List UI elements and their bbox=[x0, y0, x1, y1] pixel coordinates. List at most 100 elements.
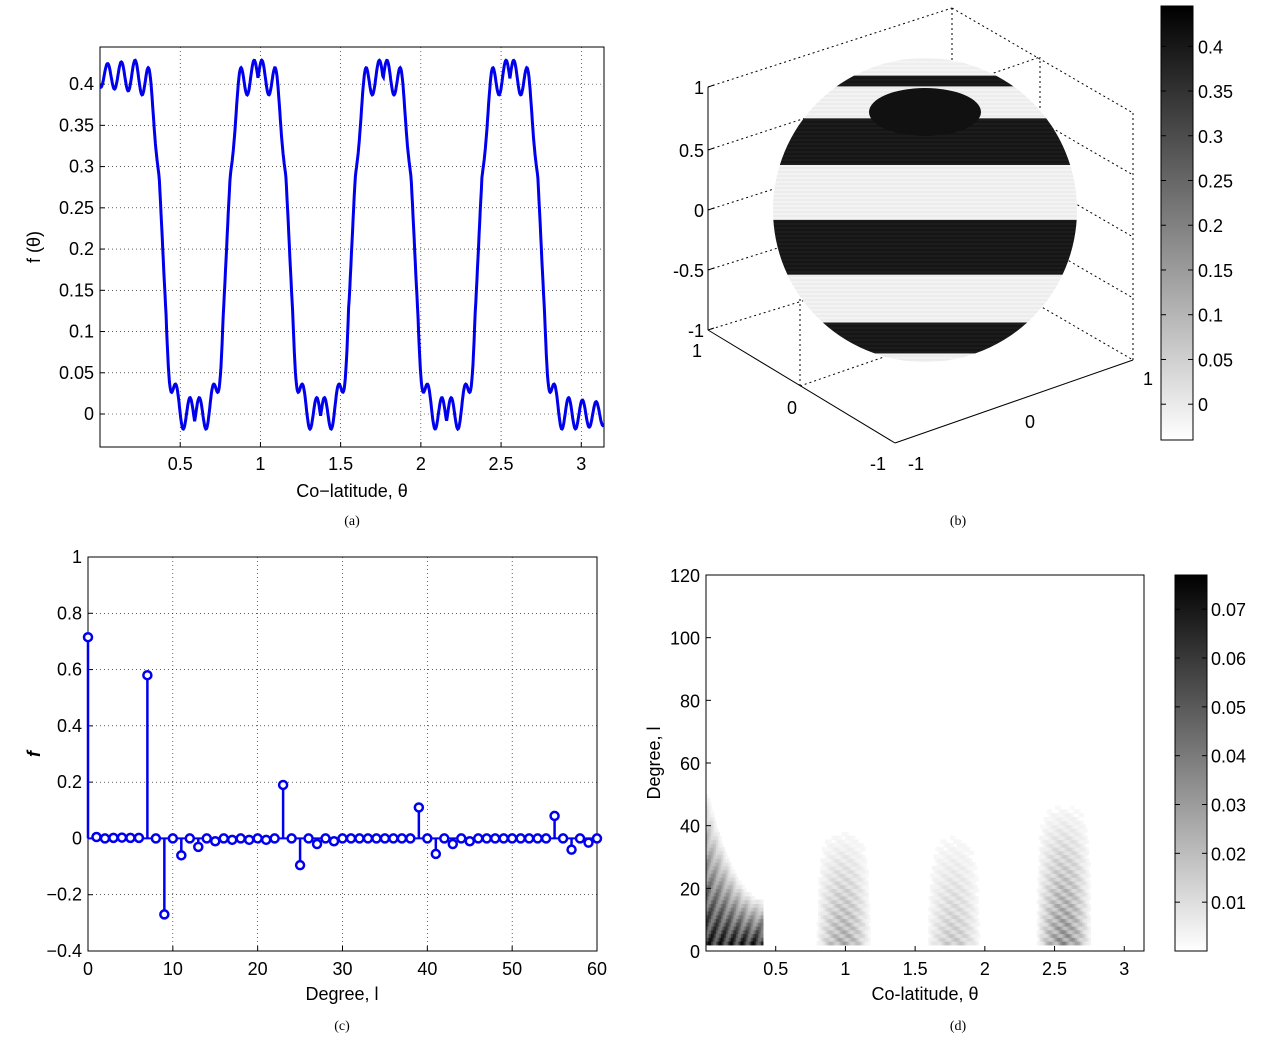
heatmap-cell bbox=[939, 884, 943, 889]
heatmap-cell bbox=[956, 903, 959, 908]
heatmap-cell bbox=[1056, 918, 1060, 923]
heatmap-cell bbox=[951, 865, 954, 871]
heatmap-cell bbox=[844, 941, 848, 946]
heatmap-cell bbox=[729, 914, 732, 920]
heatmap-cell bbox=[844, 895, 848, 901]
heatmap-cell bbox=[863, 877, 866, 882]
heatmap-cell bbox=[939, 858, 943, 863]
heatmap-cell bbox=[1055, 813, 1058, 818]
heatmap-cell bbox=[1051, 850, 1055, 856]
heatmap-cell bbox=[712, 824, 715, 829]
heatmap-cell bbox=[861, 910, 864, 916]
heatmap-cell bbox=[1058, 884, 1061, 889]
heatmap-cell bbox=[706, 877, 709, 882]
heatmap-cell bbox=[934, 925, 938, 931]
heatmap-cell bbox=[973, 865, 976, 871]
heatmap-cell bbox=[976, 929, 980, 935]
heatmap-cell bbox=[1043, 828, 1046, 833]
heatmap-cell bbox=[1053, 847, 1056, 852]
heatmap-cell bbox=[839, 888, 843, 893]
heatmap-cell bbox=[843, 918, 846, 923]
heatmap-cell bbox=[966, 858, 969, 863]
heatmap-cell bbox=[1051, 820, 1055, 826]
heatmap-cell bbox=[1085, 910, 1088, 916]
colorbar-b-tick-label: 0.35 bbox=[1198, 82, 1233, 102]
heatmap-cell bbox=[824, 880, 828, 886]
heatmap-cell bbox=[746, 903, 749, 908]
heatmap-cell bbox=[1086, 918, 1090, 923]
heatmap-cell bbox=[714, 831, 717, 837]
heatmap-cell bbox=[724, 925, 727, 931]
heatmap-cell bbox=[859, 877, 863, 882]
heatmap-cell bbox=[716, 862, 719, 867]
heatmap-cell bbox=[834, 914, 838, 920]
heatmap-cell bbox=[1038, 873, 1041, 878]
heatmap-cell bbox=[973, 929, 976, 935]
heatmap-cell bbox=[841, 903, 844, 908]
heatmap-cell bbox=[956, 914, 959, 920]
heatmap-cell bbox=[956, 854, 959, 859]
heatmap-cell bbox=[729, 880, 732, 886]
heatmap-cell bbox=[709, 892, 712, 897]
heatmap-cell bbox=[859, 937, 863, 942]
heatmap-cell bbox=[1061, 813, 1065, 818]
heatmap-cell bbox=[948, 937, 951, 942]
sphere-band-dark bbox=[773, 219, 1077, 275]
heatmap-cell bbox=[707, 798, 710, 803]
colorbar-d bbox=[1174, 574, 1208, 952]
heatmap-cell bbox=[951, 862, 954, 867]
heatmap-cell bbox=[831, 865, 834, 871]
heatmap-cell bbox=[955, 862, 958, 867]
heatmap-cell bbox=[934, 903, 938, 908]
heatmap-cell bbox=[1043, 850, 1046, 856]
heatmap-cell bbox=[823, 877, 826, 882]
stem-marker bbox=[481, 833, 492, 844]
heatmap-cell bbox=[970, 877, 973, 882]
heatmap-cell bbox=[1055, 831, 1058, 837]
heatmap-cell bbox=[836, 925, 839, 931]
heatmap-cell bbox=[934, 918, 938, 923]
heatmap-cell bbox=[933, 877, 936, 882]
heatmap-cell bbox=[1048, 869, 1051, 874]
heatmap-cell bbox=[823, 850, 826, 856]
heatmap-cell bbox=[736, 899, 739, 904]
heatmap-cell bbox=[757, 929, 761, 935]
heatmap-cell bbox=[831, 895, 834, 901]
heatmap-cell bbox=[1063, 828, 1066, 833]
heatmap-cell bbox=[716, 884, 719, 889]
heatmap-cell bbox=[1071, 820, 1075, 826]
heatmap-cell bbox=[1078, 892, 1081, 897]
heatmap-cell bbox=[823, 899, 826, 904]
axes-b-ztick-mark bbox=[707, 207, 715, 211]
heatmap-cell bbox=[863, 937, 866, 942]
heatmap-cell bbox=[856, 922, 859, 927]
heatmap-cell bbox=[1058, 858, 1061, 863]
heatmap-cell bbox=[929, 914, 933, 920]
heatmap-cell bbox=[716, 835, 719, 841]
heatmap-cell bbox=[844, 910, 848, 916]
heatmap-cell bbox=[953, 937, 956, 942]
heatmap-cell bbox=[1055, 929, 1058, 935]
heatmap-cell bbox=[939, 941, 943, 946]
heatmap-cell bbox=[955, 888, 958, 893]
heatmap-cell bbox=[943, 850, 946, 856]
heatmap-cell bbox=[963, 862, 966, 867]
heatmap-cell bbox=[716, 854, 719, 859]
heatmap-cell bbox=[933, 892, 936, 897]
axes-d-ytick-label: 80 bbox=[680, 691, 700, 711]
heatmap-cell bbox=[729, 903, 732, 908]
heatmap-cell bbox=[939, 877, 943, 882]
heatmap-cell bbox=[941, 914, 944, 920]
heatmap-cell bbox=[933, 918, 936, 923]
heatmap-cell bbox=[976, 937, 980, 942]
heatmap-cell bbox=[1083, 843, 1086, 848]
heatmap-cell bbox=[722, 933, 725, 938]
heatmap-cell bbox=[739, 933, 742, 938]
heatmap-cell bbox=[1068, 813, 1071, 818]
heatmap-cell bbox=[1078, 835, 1081, 841]
heatmap-cell bbox=[819, 865, 823, 871]
heatmap-cell bbox=[941, 922, 944, 927]
heatmap-cell bbox=[828, 843, 831, 848]
heatmap-cell bbox=[861, 880, 864, 886]
heatmap-cell bbox=[856, 843, 859, 848]
